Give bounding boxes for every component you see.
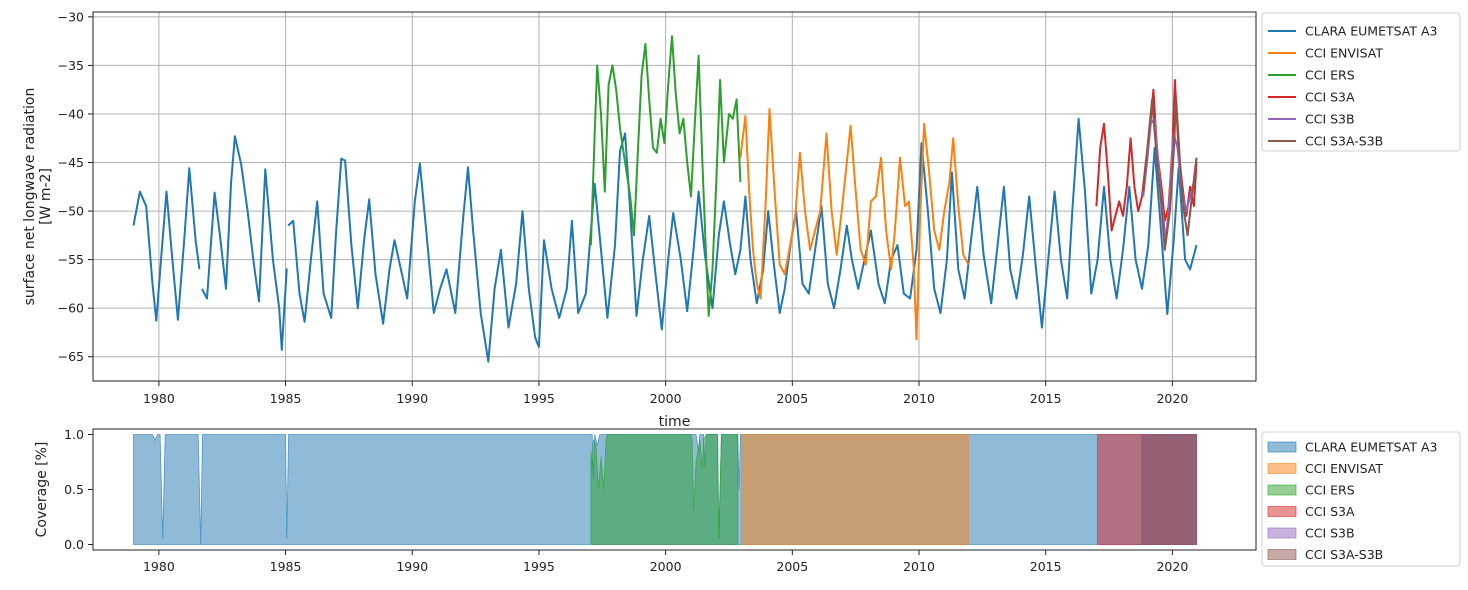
y-tick-label: −65 bbox=[58, 349, 84, 364]
x-tick-label: 2000 bbox=[650, 391, 682, 406]
legend-swatch bbox=[1267, 506, 1297, 517]
x-tick-label: 1995 bbox=[523, 391, 555, 406]
legend-entry: CCI S3A bbox=[1305, 504, 1355, 519]
legend-entry: CLARA EUMETSAT A3 bbox=[1305, 440, 1437, 455]
x-tick-label: 2005 bbox=[776, 559, 808, 574]
coverage-axis-label: Coverage [%] bbox=[34, 442, 50, 538]
legend-entry: CCI S3A-S3B bbox=[1305, 134, 1383, 149]
x-axis-label: time bbox=[659, 414, 691, 430]
y-tick-label: 0.5 bbox=[64, 482, 84, 497]
series-line-0-segment-2 bbox=[287, 117, 1198, 363]
x-tick-label: 1990 bbox=[396, 391, 428, 406]
legend-bottom: CLARA EUMETSAT A3 CCI ENVISAT CCI ERS CCI S… bbox=[1261, 431, 1461, 567]
x-tick-label: 1985 bbox=[270, 391, 302, 406]
x-tick-label: 1980 bbox=[143, 391, 175, 406]
series-line-4-segment-0 bbox=[1142, 117, 1198, 242]
x-tick-label: 2015 bbox=[1030, 391, 1062, 406]
y-tick-label: 1.0 bbox=[64, 427, 84, 442]
series-line-5-segment-0 bbox=[1142, 98, 1198, 251]
x-tick-label: 2005 bbox=[776, 391, 808, 406]
y-axis-label-line1: surface net longwave radiation bbox=[22, 88, 38, 306]
y-tick-label: −60 bbox=[58, 301, 84, 316]
series-line-0-segment-1 bbox=[201, 135, 288, 351]
coverage-area-2 bbox=[590, 434, 739, 545]
legend-swatch bbox=[1267, 463, 1297, 474]
y-axis-label: Coverage [%] bbox=[34, 442, 50, 538]
legend-swatch bbox=[1267, 549, 1297, 560]
grid-lines bbox=[93, 12, 1256, 381]
x-tick-label: 2020 bbox=[1156, 559, 1188, 574]
legend-top: CLARA EUMETSAT A3 CCI ENVISAT CCI ERS CCI S… bbox=[1261, 12, 1461, 152]
coverage-panel: 1980 1985 1990 1995 2000 2005 2010 2015 2020 0.0 0… bbox=[34, 427, 1461, 574]
legend-entry: CCI S3A-S3B bbox=[1305, 547, 1383, 562]
series-line-1-segment-0 bbox=[739, 108, 970, 341]
radiation-time-series-panel: 1980 1985 1990 1995 2000 2005 2010 2015 2020 −65 −… bbox=[22, 9, 1461, 430]
axes-frame bbox=[92, 11, 1257, 382]
x-tick-label: 2010 bbox=[903, 559, 935, 574]
series-line-0-segment-0 bbox=[132, 167, 201, 322]
x-tick-label: 2000 bbox=[650, 559, 682, 574]
x-tick-label: 2020 bbox=[1156, 391, 1188, 406]
y-tick-label: −40 bbox=[58, 106, 84, 121]
series-line-2-segment-0 bbox=[589, 35, 742, 317]
y-axis-label-line2: [W m-2] bbox=[38, 168, 54, 225]
x-tick-label: 1995 bbox=[523, 559, 555, 574]
x-tick-label: 1985 bbox=[270, 559, 302, 574]
y-tick-label: −30 bbox=[58, 9, 84, 24]
y-tick-label: −50 bbox=[58, 204, 84, 219]
y-tick-label: −45 bbox=[58, 155, 84, 170]
legend-entry: CCI S3B bbox=[1305, 526, 1355, 541]
legend-entry: CCI S3A bbox=[1305, 90, 1355, 105]
legend-entry: CCI ERS bbox=[1305, 483, 1355, 498]
y-axis-label: surface net longwave radiation [W m-2] bbox=[22, 88, 54, 306]
y-tick-label: −35 bbox=[58, 58, 84, 73]
y-tick-label: 0.0 bbox=[64, 537, 84, 552]
legend-swatch bbox=[1267, 527, 1297, 539]
x-tick-label: 1980 bbox=[143, 559, 175, 574]
coverage-areas bbox=[133, 434, 1197, 545]
legend-entry: CCI S3B bbox=[1305, 112, 1355, 127]
legend-entry: CCI ENVISAT bbox=[1305, 46, 1383, 61]
y-tick-label: −55 bbox=[58, 252, 84, 267]
legend-entry: CCI ERS bbox=[1305, 68, 1355, 83]
series-lines bbox=[132, 35, 1198, 363]
legend-entry: CLARA EUMETSAT A3 bbox=[1305, 24, 1437, 39]
x-tick-label: 1990 bbox=[396, 559, 428, 574]
legend-swatch bbox=[1267, 441, 1297, 453]
legend-swatch bbox=[1267, 484, 1297, 496]
x-tick-label: 2010 bbox=[903, 391, 935, 406]
legend-frame bbox=[1261, 431, 1461, 567]
legend-frame bbox=[1261, 12, 1461, 152]
coverage-area-1 bbox=[741, 434, 969, 545]
legend-entry: CCI ENVISAT bbox=[1305, 461, 1383, 476]
x-tick-label: 2015 bbox=[1030, 559, 1062, 574]
coverage-area-5 bbox=[1141, 434, 1197, 545]
